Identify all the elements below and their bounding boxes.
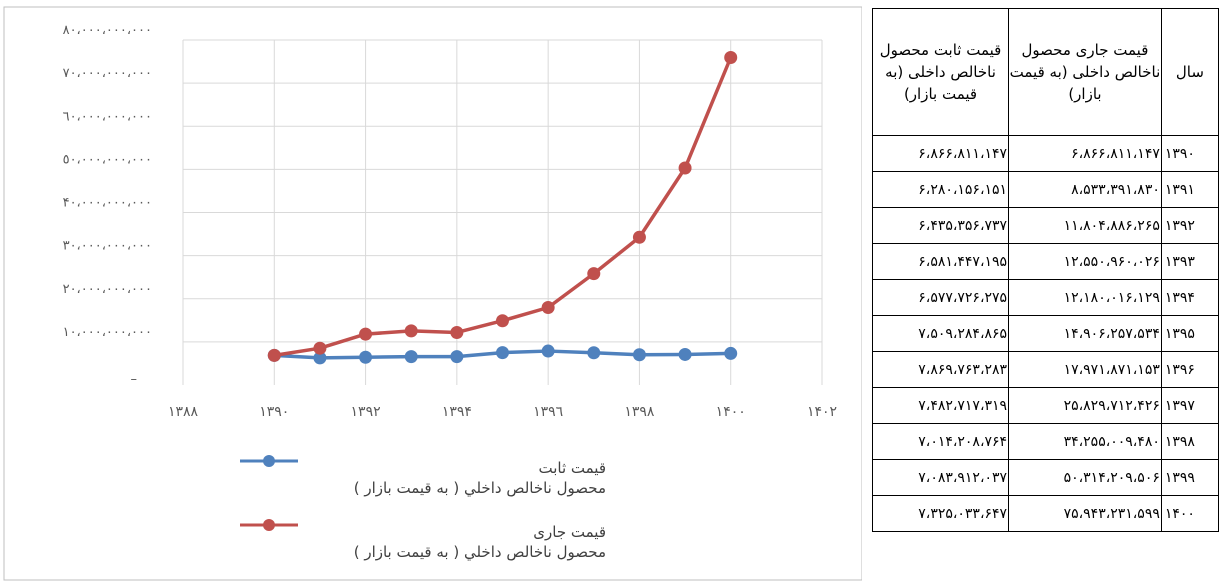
legend-item-constant: قیمت ثابت محصول ناخالص داخلي ( به قیمت ب… — [240, 455, 670, 504]
table-row: ۷،۰۸۳،۹۱۲،۰۳۷ ۵۰،۳۱۴،۲۰۹،۵۰۶ ۱۳۹۹ — [871, 459, 1219, 496]
table-row: ۷،۰۱۴،۲۰۸،۷۶۴ ۳۴،۲۵۵،۰۰۹،۴۸۰ ۱۳۹۸ — [871, 423, 1219, 460]
legend-swatch-constant — [240, 455, 298, 467]
cell-constant-price: ۶،۲۸۰،۱۵۶،۱۵۱ — [871, 171, 1010, 208]
legend-label-constant-line2: محصول ناخالص داخلي ( به قیمت بازار ) — [353, 479, 606, 497]
header-constant-price: قیمت ثابت محصول ناخالص داخلی (به قیمت با… — [871, 8, 1010, 136]
cell-year: ۱۳۹۸ — [1160, 423, 1219, 460]
legend-label-current-line2: محصول ناخالص داخلي ( به قیمت بازار ) — [353, 543, 606, 561]
y-tick-label: ٣٠،٠٠٠،٠٠٠،٠٠٠ — [63, 239, 152, 254]
y-tick-label: ۴٠،٠٠٠،٠٠٠،٠٠٠ — [63, 196, 152, 211]
cell-current-price: ۱۴،۹۰۶،۲۵۷،۵۳۴ — [1008, 315, 1162, 352]
cell-current-price: ۱۱،۸۰۴،۸۸۶،۲۶۵ — [1008, 207, 1162, 244]
x-tick-label: ١٣٩٠ — [259, 404, 289, 420]
data-point — [496, 346, 509, 360]
data-point — [632, 230, 646, 244]
data-point — [632, 348, 646, 362]
data-point — [587, 346, 601, 360]
data-point — [724, 50, 738, 64]
chart-frame — [3, 6, 862, 581]
gdp-table: قیمت ثابت محصول ناخالص داخلی (به قیمت با… — [871, 8, 1219, 532]
cell-constant-price: ۷،۴۸۲،۷۱۷،۳۱۹ — [871, 387, 1010, 424]
data-point — [678, 347, 692, 361]
data-point — [678, 161, 692, 175]
cell-year: ۱۳۹۷ — [1160, 387, 1219, 424]
y-tick-label: ٧٠،٠٠٠،٠٠٠،٠٠٠ — [63, 66, 152, 81]
cell-current-price: ۸،۵۳۳،۳۹۱،۸۳۰ — [1008, 171, 1162, 208]
x-tick-label: ١٣٩٨ — [624, 404, 655, 420]
table-row: ۶،۵۸۱،۴۴۷،۱۹۵ ۱۲،۵۵۰،۹۶۰،۰۲۶ ۱۳۹۳ — [871, 243, 1219, 280]
cell-current-price: ۱۲،۵۵۰،۹۶۰،۰۲۶ — [1008, 243, 1162, 280]
cell-constant-price: ۷،۳۲۵،۰۳۳،۶۴۷ — [871, 495, 1010, 532]
table-row: ۶،۴۳۵،۳۵۶،۷۳۷ ۱۱،۸۰۴،۸۸۶،۲۶۵ ۱۳۹۲ — [871, 207, 1219, 244]
cell-current-price: ۶،۸۶۶،۸۱۱،۱۴۷ — [1008, 135, 1162, 172]
y-tick-label: ٥٠،٠٠٠،٠٠٠،٠٠٠ — [63, 152, 152, 167]
cell-constant-price: ۷،۰۱۴،۲۰۸،۷۶۴ — [871, 423, 1010, 460]
cell-year: ۱۳۹۵ — [1160, 315, 1219, 352]
cell-year: ۱۳۹۳ — [1160, 243, 1219, 280]
legend-item-current: قیمت جاری محصول ناخالص داخلي ( به قیمت ب… — [240, 519, 670, 568]
cell-year: ۱۳۹۹ — [1160, 459, 1219, 496]
table-row: ۷،۵۰۹،۲۸۴،۸۶۵ ۱۴،۹۰۶،۲۵۷،۵۳۴ ۱۳۹۵ — [871, 315, 1219, 352]
data-point — [359, 327, 373, 341]
y-tick-label: ٦٠،٠٠٠،٠٠٠،٠٠٠ — [63, 109, 152, 124]
x-tick-label: ١٣٩٢ — [351, 404, 381, 420]
cell-year: ۱۳۹۱ — [1160, 171, 1219, 208]
table-row: ۶،۵۷۷،۷۲۶،۲۷۵ ۱۲،۱۸۰،۰۱۶،۱۲۹ ۱۳۹۴ — [871, 279, 1219, 316]
data-point — [587, 267, 601, 281]
line-chart: ٨٠،٠٠٠،٠٠٠،٠٠٠ ٧٠،٠٠٠،٠٠٠،٠٠٠ ٦٠،٠٠٠،٠٠٠،٠… — [3, 6, 862, 581]
cell-constant-price: ۶،۵۸۱،۴۴۷،۱۹۵ — [871, 243, 1010, 280]
cell-constant-price: ۶،۴۳۵،۳۵۶،۷۳۷ — [871, 207, 1010, 244]
cell-year: ۱۴۰۰ — [1160, 495, 1219, 532]
cell-year: ۱۳۹۴ — [1160, 279, 1219, 316]
table-row: ۶،۸۶۶،۸۱۱،۱۴۷ ۶،۸۶۶،۸۱۱،۱۴۷ ۱۳۹۰ — [871, 135, 1219, 172]
header-year: سال — [1160, 8, 1219, 136]
data-point — [496, 314, 509, 328]
table-row: ۷،۳۲۵،۰۳۳،۶۴۷ ۷۵،۹۴۳،۲۳۱،۵۹۹ ۱۴۰۰ — [871, 495, 1219, 532]
x-tick-label: ١۴٠٢ — [807, 404, 837, 420]
y-tick-label: ٨٠،٠٠٠،٠٠٠،٠٠٠ — [63, 23, 152, 38]
data-point — [313, 341, 327, 355]
cell-year: ۱۳۹۲ — [1160, 207, 1219, 244]
cell-current-price: ۱۷،۹۷۱،۸۷۱،۱۵۳ — [1008, 351, 1162, 388]
cell-current-price: ۷۵،۹۴۳،۲۳۱،۵۹۹ — [1008, 495, 1162, 532]
header-current-price: قیمت جاری محصول ناخالص داخلی (به قیمت با… — [1008, 8, 1162, 136]
y-tick-label: – — [131, 372, 138, 387]
data-point — [450, 350, 464, 364]
table-row: ۷،۴۸۲،۷۱۷،۳۱۹ ۲۵،۸۲۹،۷۱۲،۴۲۶ ۱۳۹۷ — [871, 387, 1219, 424]
x-tick-label: ١٣٩۴ — [442, 404, 472, 420]
data-point — [313, 351, 327, 365]
data-point — [541, 344, 555, 358]
cell-constant-price: ۶،۵۷۷،۷۲۶،۲۷۵ — [871, 279, 1010, 316]
data-point — [359, 350, 373, 364]
cell-current-price: ۲۵،۸۲۹،۷۱۲،۴۲۶ — [1008, 387, 1162, 424]
y-tick-label: ٢٠،٠٠٠،٠٠٠،٠٠٠ — [63, 282, 152, 297]
data-point — [404, 324, 418, 338]
table-header-row: قیمت ثابت محصول ناخالص داخلی (به قیمت با… — [871, 8, 1219, 136]
cell-constant-price: ۷،۰۸۳،۹۱۲،۰۳۷ — [871, 459, 1010, 496]
table-row: ۶،۲۸۰،۱۵۶،۱۵۱ ۸،۵۳۳،۳۹۱،۸۳۰ ۱۳۹۱ — [871, 171, 1219, 208]
legend-swatch-current — [240, 519, 298, 531]
legend-label-constant-line1: قیمت ثابت — [538, 459, 606, 477]
cell-current-price: ۱۲،۱۸۰،۰۱۶،۱۲۹ — [1008, 279, 1162, 316]
cell-year: ۱۳۹۶ — [1160, 351, 1219, 388]
cell-current-price: ۵۰،۳۱۴،۲۰۹،۵۰۶ — [1008, 459, 1162, 496]
data-point — [541, 300, 555, 314]
cell-constant-price: ۷،۸۶۹،۷۶۳،۲۸۳ — [871, 351, 1010, 388]
x-tick-label: ١٣٨٨ — [168, 404, 199, 420]
data-point — [404, 350, 418, 364]
data-point — [450, 325, 464, 339]
chart-panel: ٨٠،٠٠٠،٠٠٠،٠٠٠ ٧٠،٠٠٠،٠٠٠،٠٠٠ ٦٠،٠٠٠،٠٠٠،٠… — [3, 6, 862, 581]
y-tick-label: ١٠،٠٠٠،٠٠٠،٠٠٠ — [63, 325, 152, 340]
data-point — [267, 348, 281, 362]
cell-constant-price: ۷،۵۰۹،۲۸۴،۸۶۵ — [871, 315, 1010, 352]
x-tick-label: ١٣٩٦ — [533, 404, 563, 420]
x-tick-label: ١۴٠٠ — [716, 404, 746, 420]
cell-current-price: ۳۴،۲۵۵،۰۰۹،۴۸۰ — [1008, 423, 1162, 460]
data-point — [724, 346, 738, 360]
legend-label-current-line1: قیمت جاری — [533, 523, 606, 541]
data-table-panel: قیمت ثابت محصول ناخالص داخلی (به قیمت با… — [862, 0, 1219, 582]
cell-year: ۱۳۹۰ — [1160, 135, 1219, 172]
table-row: ۷،۸۶۹،۷۶۳،۲۸۳ ۱۷،۹۷۱،۸۷۱،۱۵۳ ۱۳۹۶ — [871, 351, 1219, 388]
cell-constant-price: ۶،۸۶۶،۸۱۱،۱۴۷ — [871, 135, 1010, 172]
